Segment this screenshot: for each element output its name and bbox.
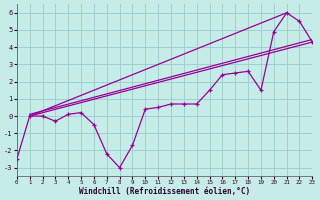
X-axis label: Windchill (Refroidissement éolien,°C): Windchill (Refroidissement éolien,°C) <box>79 187 250 196</box>
